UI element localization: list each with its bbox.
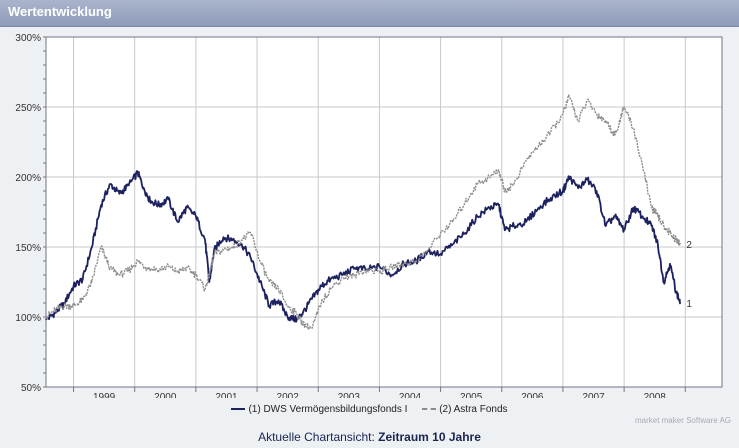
x-tick-label: 2002 bbox=[277, 392, 300, 398]
y-tick-label: 300% bbox=[15, 33, 41, 44]
y-tick-label: 250% bbox=[15, 103, 41, 114]
x-tick-label: 2004 bbox=[399, 392, 422, 398]
x-tick-label: 2003 bbox=[338, 392, 361, 398]
x-tick-label: 2006 bbox=[521, 392, 544, 398]
legend-swatch-series-2 bbox=[422, 408, 437, 411]
series-line-2 bbox=[45, 94, 682, 331]
caption-value: Zeitraum 10 Jahre bbox=[378, 430, 481, 444]
legend-swatch-series-1 bbox=[231, 408, 246, 411]
watermark: market maker Software AG bbox=[634, 416, 731, 425]
series-line-1 bbox=[45, 170, 682, 323]
x-tick-label: 2000 bbox=[154, 392, 177, 398]
legend-item-series-1: (1) DWS Vermögensbildungsfonds I bbox=[231, 404, 407, 415]
legend-label-series-1: (1) DWS Vermögensbildungsfonds I bbox=[248, 404, 408, 415]
x-tick-label: 1999 bbox=[93, 392, 116, 398]
series-end-label-1: 1 bbox=[686, 299, 692, 310]
y-tick-label: 100% bbox=[15, 313, 41, 324]
x-tick-label: 2005 bbox=[460, 392, 483, 398]
x-tick-label: 2007 bbox=[582, 392, 605, 398]
y-tick-label: 50% bbox=[21, 383, 41, 394]
chart-caption: Aktuelle Chartansicht: Zeitraum 10 Jahre bbox=[0, 430, 739, 444]
series-end-label-2: 2 bbox=[686, 240, 692, 251]
performance-chart: 50% 100% 150% 200% 250% 300% 1999 2000 2001 2002 2… bbox=[15, 33, 723, 398]
caption-prefix: Aktuelle Chartansicht: bbox=[258, 430, 375, 444]
plot-area bbox=[46, 37, 722, 387]
chart-legend: (1) DWS Vermögensbildungsfonds I (2) Ast… bbox=[0, 404, 739, 415]
panel-title: Wertentwicklung bbox=[8, 4, 112, 19]
y-tick-label: 150% bbox=[15, 243, 41, 254]
x-tick-label: 2008 bbox=[644, 392, 667, 398]
x-tick-label: 2001 bbox=[215, 392, 238, 398]
y-tick-label: 200% bbox=[15, 173, 41, 184]
legend-item-series-2: (2) Astra Fonds bbox=[422, 404, 508, 415]
legend-label-series-2: (2) Astra Fonds bbox=[439, 404, 508, 415]
plot-frame bbox=[45, 36, 723, 388]
panel-header: Wertentwicklung bbox=[0, 0, 739, 27]
